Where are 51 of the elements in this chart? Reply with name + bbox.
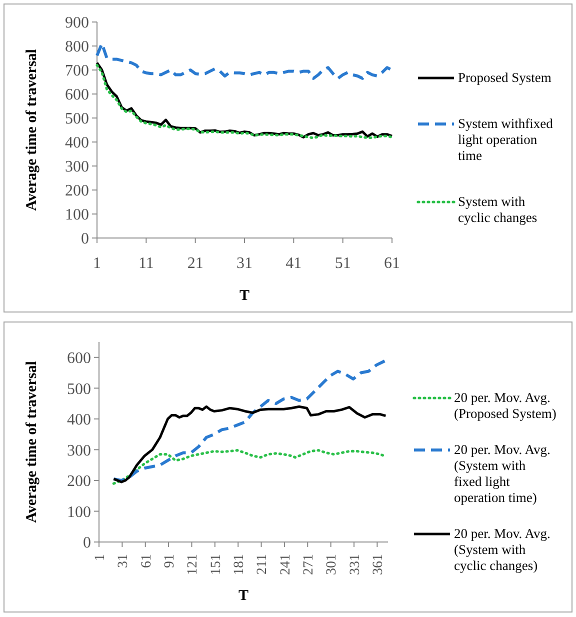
x-tick-label: 361 [371, 554, 386, 575]
x-tick-label: 21 [187, 255, 204, 272]
x-tick-label: 11 [138, 255, 154, 272]
y-tick-label: 0 [81, 230, 89, 248]
y-tick-label: 300 [67, 442, 91, 460]
x-tick-label: 1 [92, 554, 108, 561]
y-tick-label: 400 [67, 412, 91, 429]
y-tick-label: 300 [65, 158, 89, 176]
legend-label: Proposed System [458, 70, 552, 85]
x-axis-title: T [238, 588, 249, 604]
x-tick-label: 1 [93, 255, 101, 272]
x-tick-label: 331 [348, 554, 363, 575]
x-tick-label: 61 [139, 554, 154, 568]
legend-label: System withfixed light operation time [458, 116, 554, 163]
y-tick-label: 600 [65, 86, 89, 104]
x-tick-label: 301 [324, 554, 340, 575]
y-tick-label: 500 [67, 380, 91, 398]
x-tick-label: 241 [278, 554, 294, 575]
y-axis-title: Average time of traversal [24, 361, 40, 523]
y-tick-label: 700 [65, 62, 89, 80]
x-tick-label: 121 [186, 554, 201, 575]
legend-label: 20 per. Mov. Avg. (System with fixed light operation time) [454, 442, 550, 505]
x-tick-label: 151 [208, 554, 224, 575]
y-tick-label: 0 [83, 534, 91, 552]
line-series [112, 449, 387, 485]
legend-label: 20 per. Mov. Avg. (System with cyclic changes) [454, 526, 550, 573]
y-axis-title: Average time of traversal [24, 49, 40, 211]
line-series [112, 358, 388, 482]
x-tick-label: 31 [236, 255, 252, 272]
x-tick-label: 51 [334, 255, 351, 272]
x-tick-label: 31 [116, 554, 132, 568]
y-tick-label: 400 [65, 134, 89, 152]
y-tick-label: 100 [67, 504, 91, 521]
y-tick-label: 200 [65, 182, 89, 200]
y-tick-label: 100 [65, 206, 89, 224]
x-tick-label: 181 [232, 554, 247, 575]
x-tick-label: 211 [255, 554, 270, 574]
line-series [112, 405, 387, 484]
x-tick-label: 41 [286, 255, 302, 272]
y-tick-label: 800 [65, 38, 89, 56]
y-tick-label: 600 [67, 350, 91, 367]
x-axis-title: T [239, 288, 250, 304]
x-tick-label: 271 [302, 554, 317, 575]
y-tick-label: 900 [65, 14, 89, 32]
x-tick-label: 61 [384, 255, 400, 272]
legend-label: System with cyclic changes [458, 194, 538, 225]
y-tick-label: 200 [67, 473, 91, 490]
x-tick-label: 91 [162, 554, 178, 568]
line-series [96, 42, 394, 80]
legend-label: 20 per. Mov. Avg. (Proposed System) [454, 390, 556, 421]
y-tick-label: 500 [65, 110, 89, 128]
